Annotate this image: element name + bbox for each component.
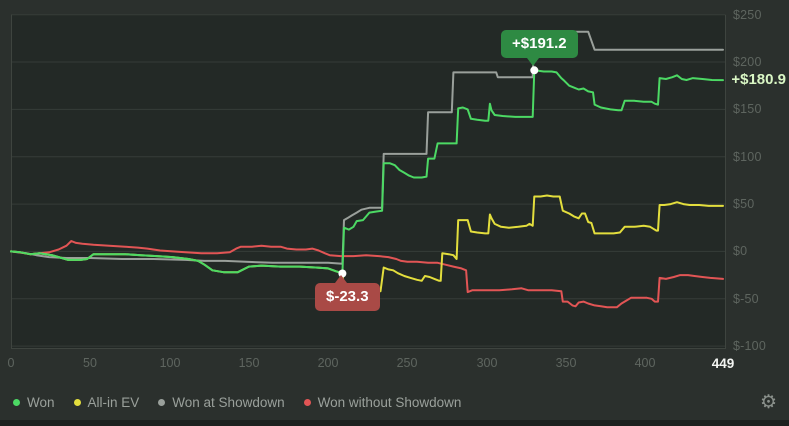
legend-item-all-in-ev[interactable]: All-in EV bbox=[73, 394, 140, 410]
legend-item-won-without-showdown[interactable]: Won without Showdown bbox=[303, 394, 462, 410]
legend-label: All-in EV bbox=[87, 394, 140, 410]
min-value-text: $-23.3 bbox=[326, 288, 369, 305]
badge-pointer-up-icon bbox=[335, 275, 347, 283]
series-line-won-without-showdown bbox=[10, 240, 724, 309]
series-line-won bbox=[10, 69, 724, 275]
max-value-text: +$191.2 bbox=[512, 35, 567, 52]
panel-bottom-edge bbox=[0, 420, 789, 426]
legend-label: Won without Showdown bbox=[317, 394, 462, 410]
max-value-badge: +$191.2 bbox=[501, 30, 578, 66]
legend-item-won[interactable]: Won bbox=[13, 395, 55, 410]
legend-label: Won at Showdown bbox=[172, 394, 285, 410]
legend-dot-icon bbox=[303, 398, 311, 406]
min-value-badge: $-23.3 bbox=[315, 275, 380, 311]
badge-pointer-down-icon bbox=[527, 58, 539, 66]
legend-item-won-at-showdown[interactable]: Won at Showdown bbox=[158, 394, 285, 410]
legend-label: Won bbox=[27, 394, 55, 410]
max-marker-dot bbox=[530, 66, 539, 75]
legend-dot-icon bbox=[73, 398, 81, 406]
legend-dot-icon bbox=[158, 398, 166, 406]
legend-dot-icon bbox=[13, 398, 20, 406]
current-total-label: +$180.9 bbox=[731, 71, 786, 88]
settings-gear-icon[interactable]: ⚙ bbox=[759, 391, 777, 413]
chart-legend: Won All-in EV Won at Showdown Won without S… bbox=[13, 391, 779, 413]
